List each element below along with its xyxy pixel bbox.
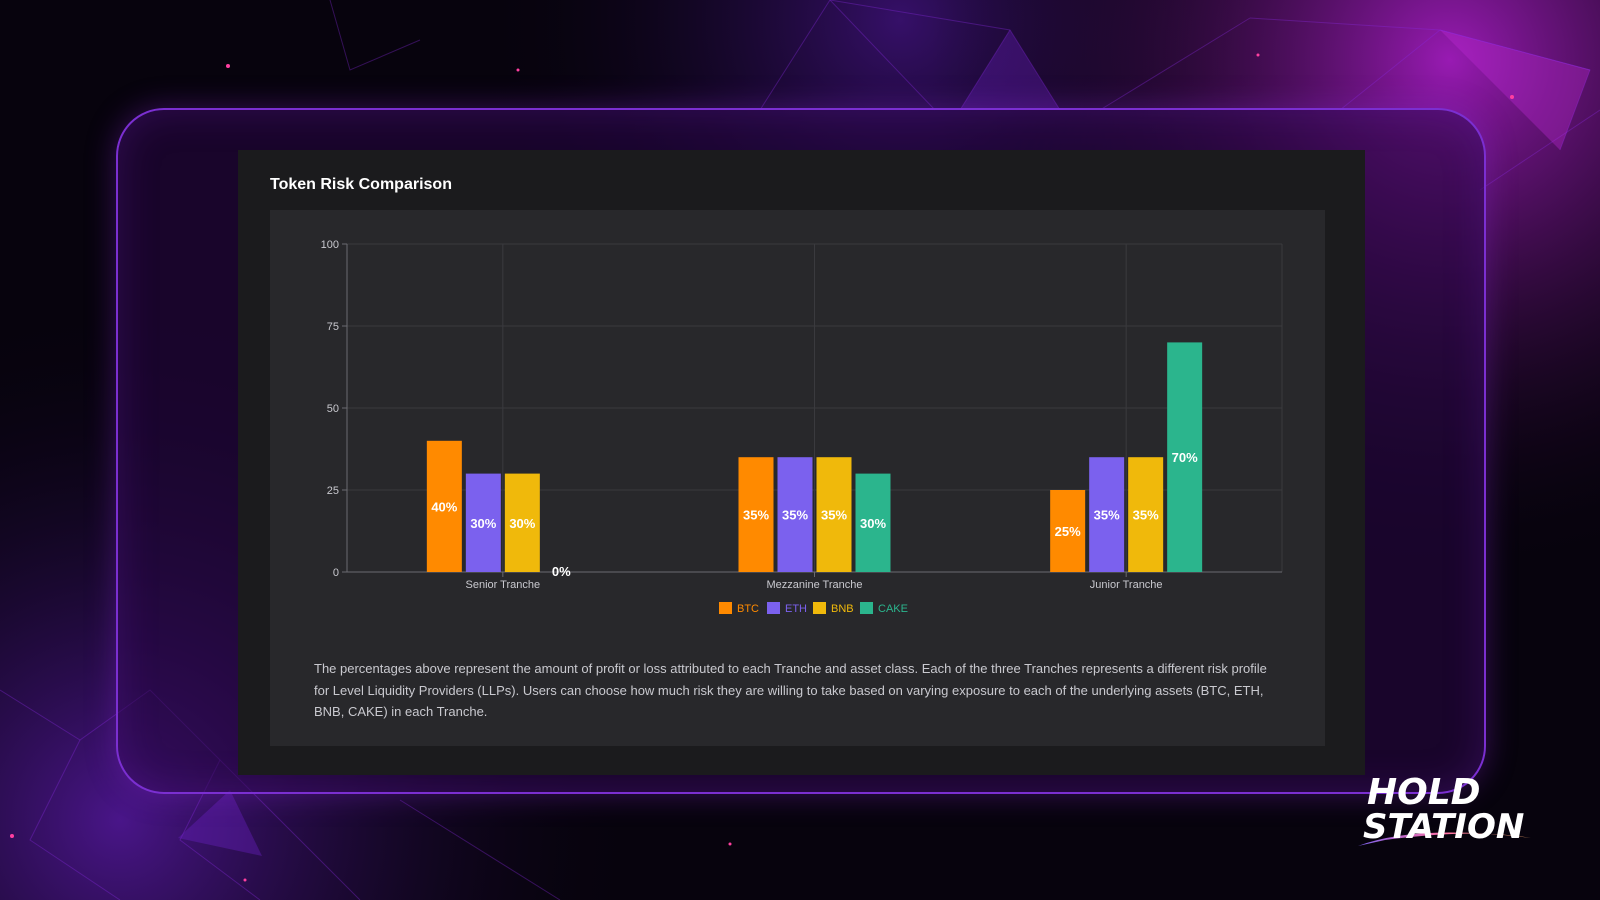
y-tick-label: 75: [327, 321, 339, 333]
bar-cake: [855, 473, 891, 572]
bar-eth: [465, 473, 501, 572]
x-tick-label: Senior Tranche: [466, 579, 541, 591]
holdstation-logo: HOLD STATION: [1358, 772, 1531, 847]
risk-bar-chart: 0 25 50 75 100 40% 30% 30% 0% Senior Tranche 35% 35…: [321, 239, 1283, 615]
bar-bnb: [1128, 457, 1164, 572]
bar-label: 30%: [509, 516, 535, 531]
bar-label: 35%: [1133, 508, 1159, 523]
logo-swoosh: [1358, 832, 1531, 846]
bar-label: 35%: [743, 508, 769, 523]
bar-label: 30%: [470, 516, 496, 531]
legend-swatch-btc: [719, 602, 732, 614]
bar-label: 35%: [1094, 508, 1120, 523]
x-tick-label: Junior Tranche: [1090, 579, 1163, 591]
bar-btc: [738, 457, 774, 572]
token-risk-card: Token Risk Comparison 0 25 50 75 100 40% 30% 30…: [238, 150, 1365, 775]
y-tick-label: 100: [321, 239, 339, 251]
legend-label-eth: ETH: [785, 603, 807, 615]
bar-btc: [1050, 490, 1086, 572]
x-tick-label: Mezzanine Tranche: [767, 579, 863, 591]
chart-panel: 0 25 50 75 100 40% 30% 30% 0% Senior Tranche 35% 35…: [270, 210, 1325, 746]
bar-label: 70%: [1172, 450, 1198, 465]
legend-label-btc: BTC: [737, 603, 759, 615]
logo-line1: HOLD: [1367, 772, 1481, 813]
bar-bnb: [504, 473, 540, 572]
bar-cake: [1167, 342, 1203, 572]
bar-eth: [1089, 457, 1125, 572]
y-tick-label: 0: [333, 567, 339, 579]
y-tick-label: 50: [327, 403, 339, 415]
bar-label: 30%: [860, 516, 886, 531]
legend-swatch-cake: [860, 602, 873, 614]
legend-label-cake: CAKE: [878, 603, 908, 615]
card-title: Token Risk Comparison: [270, 176, 452, 193]
bar-btc: [426, 440, 462, 572]
bar-bnb: [816, 457, 852, 572]
bar-label: 25%: [1055, 524, 1081, 539]
legend-label-bnb: BNB: [831, 603, 854, 615]
legend-swatch-eth: [767, 602, 780, 614]
bar-label: 35%: [821, 508, 847, 523]
logo-line2: STATION: [1363, 807, 1524, 847]
bar-label: 40%: [431, 499, 457, 514]
bar-label: 35%: [782, 508, 808, 523]
y-tick-label: 25: [327, 485, 339, 497]
bar-label: 0%: [552, 564, 571, 579]
legend-swatch-bnb: [813, 602, 826, 614]
bar-eth: [777, 457, 813, 572]
chart-description: The percentages above represent the amou…: [314, 661, 1267, 719]
